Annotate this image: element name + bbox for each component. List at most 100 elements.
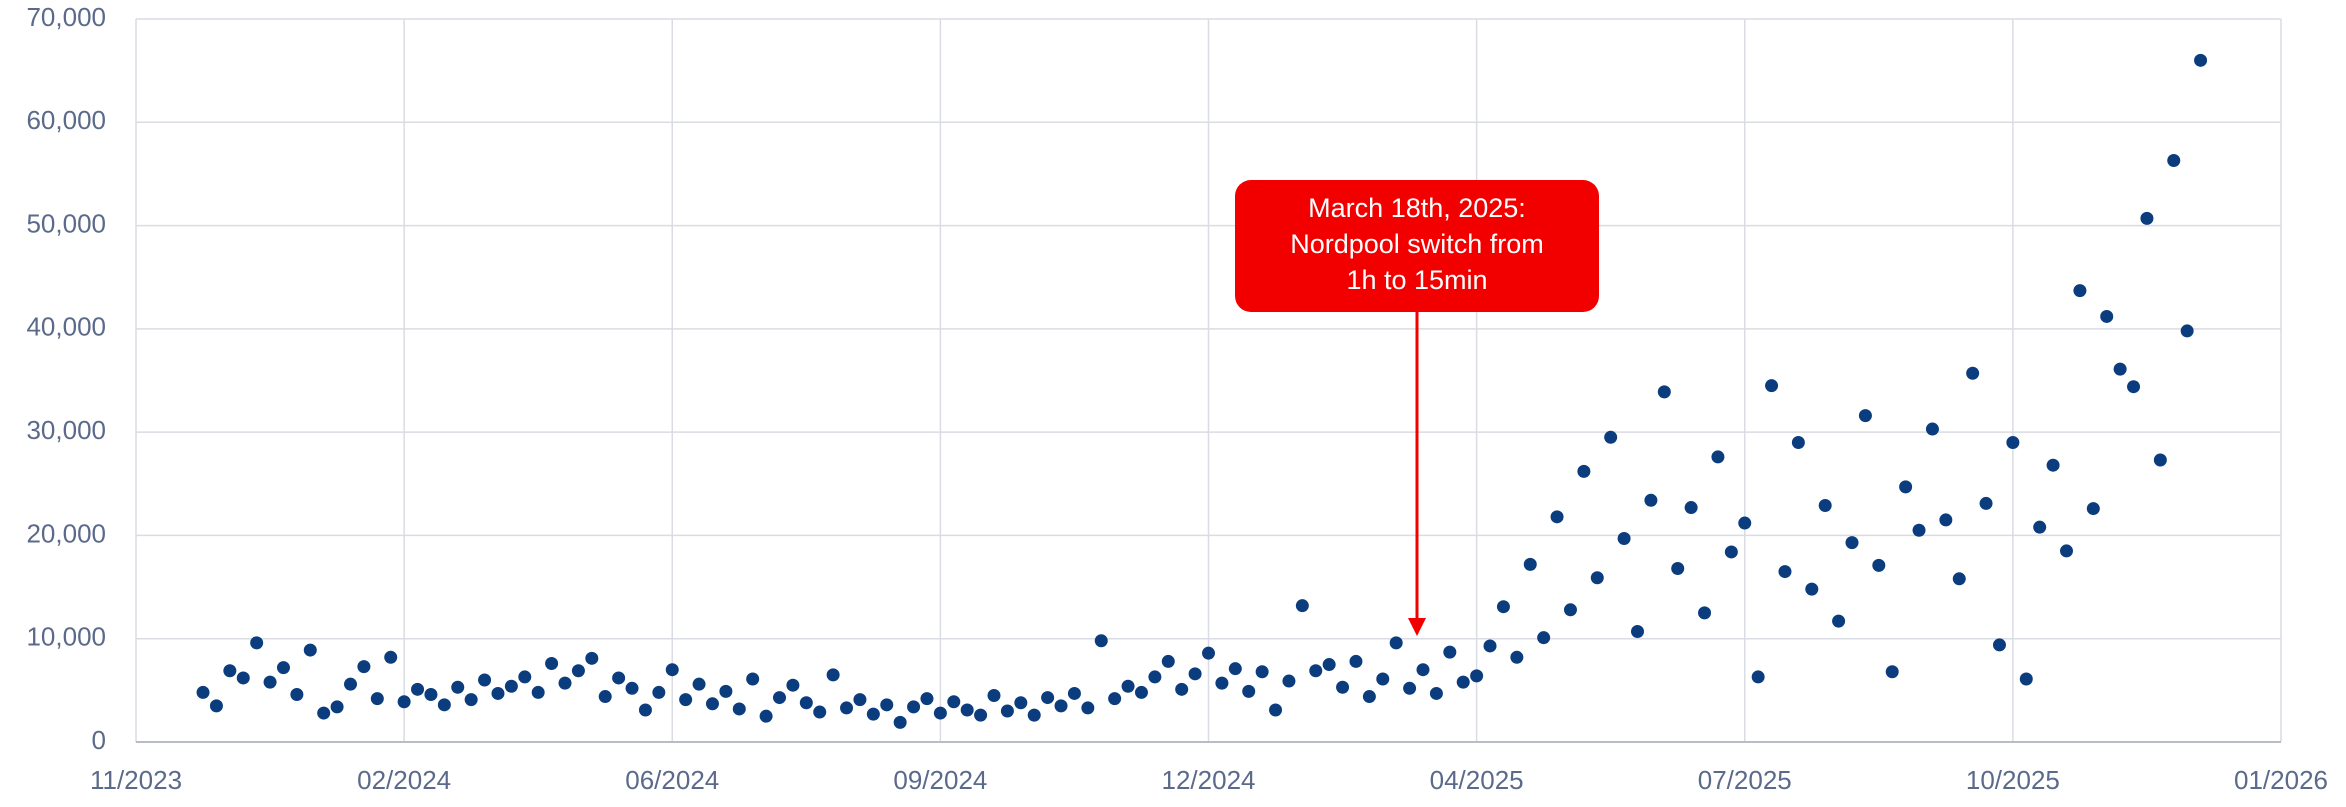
point [1644,493,1658,507]
y-tick-label: 10,000 [26,622,106,652]
point [1537,631,1551,645]
y-tick-label: 40,000 [26,312,106,342]
point [732,702,746,716]
point [1376,672,1390,686]
point [1269,703,1283,717]
point [1751,670,1765,684]
point [1081,701,1095,715]
point [209,699,223,713]
point [786,678,800,692]
point [1161,654,1175,668]
y-tick-label: 50,000 [26,208,106,238]
point [1805,582,1819,596]
point [880,698,894,712]
annotation-text: Nordpool switch from [1290,229,1544,259]
point [370,692,384,706]
point [223,664,237,678]
point [478,673,492,687]
point [504,679,518,693]
point [2006,435,2020,449]
annotation-text: March 18th, 2025: [1308,193,1526,223]
point [518,670,532,684]
point [612,671,626,685]
point [1818,498,1832,512]
point [1698,606,1712,620]
point [907,700,921,714]
point [746,672,760,686]
point [1523,557,1537,571]
point [1054,699,1068,713]
point [933,706,947,720]
point [1563,603,1577,617]
point [840,701,854,715]
annotation: March 18th, 2025: Nordpool switch from 1… [1235,180,1599,636]
point [531,685,545,699]
y-tick-label: 0 [92,725,106,755]
point [1590,571,1604,585]
point [1429,686,1443,700]
point [290,687,304,701]
x-tick-label: 04/2025 [1430,765,1524,795]
point [947,695,961,709]
point [1148,670,1162,684]
point [1791,435,1805,449]
point [692,677,706,691]
point [1684,501,1698,515]
y-tick-label: 30,000 [26,415,106,445]
point [1443,645,1457,659]
point [451,680,465,694]
point [866,707,880,721]
point [1349,654,1363,668]
point [2046,458,2060,472]
point [1121,679,1135,693]
point [2060,544,2073,558]
point [638,703,652,717]
point [1885,665,1899,679]
point [1617,532,1631,546]
point [1228,662,1242,676]
point [1322,658,1336,672]
point [2180,324,2194,338]
point [2140,211,2154,225]
annotation-box [1235,180,1599,312]
point [813,705,827,719]
point [1309,664,1323,678]
point [196,685,210,699]
point [1000,704,1014,718]
annotation-arrowhead [1408,618,1426,636]
point [719,684,733,698]
point [705,697,719,711]
point [1188,667,1202,681]
point [1899,480,1913,494]
y-tick-label: 70,000 [26,2,106,32]
point [799,696,813,710]
point [920,692,934,706]
point [250,636,264,650]
point [1966,366,1980,380]
point [464,693,478,707]
point [2167,154,2181,168]
point [1604,430,1618,444]
x-tick-label: 06/2024 [625,765,719,795]
point [1912,523,1926,537]
point [491,686,505,700]
point [2127,380,2141,394]
point [960,703,974,717]
point [1738,516,1752,530]
point [263,675,277,689]
y-tick-label: 20,000 [26,518,106,548]
point [2113,362,2127,376]
point [1858,409,1872,423]
point [558,676,572,690]
point [424,687,438,701]
point [1939,513,1953,527]
point [665,663,679,677]
point [545,657,559,671]
point [1832,614,1846,628]
point [1014,696,1028,710]
point [1470,669,1484,683]
point [1631,624,1644,638]
point [1657,385,1671,399]
x-tick-label: 10/2025 [1966,765,2060,795]
point [397,695,411,709]
